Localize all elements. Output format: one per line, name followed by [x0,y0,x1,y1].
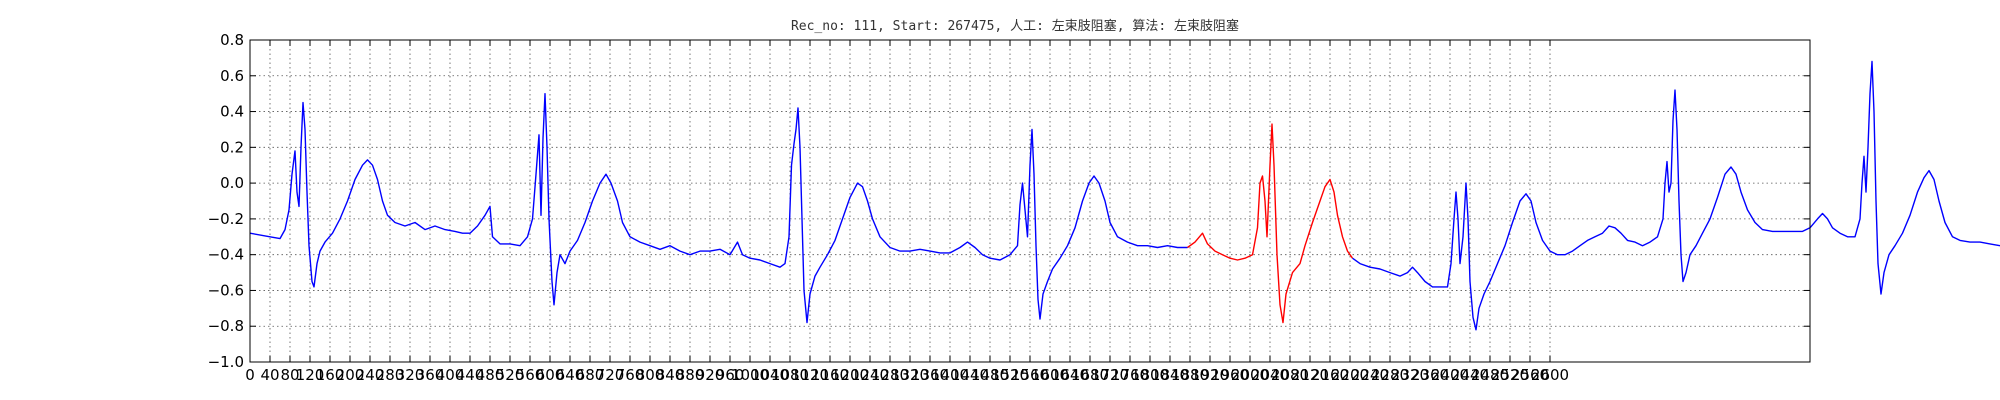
x-tick-label: 2440 [1451,366,1489,384]
x-tick-label: 680 [576,366,605,384]
y-tick-label: −0.4 [208,246,244,264]
ecg-series-after [1352,60,2000,331]
x-tick-label: 1080 [771,366,809,384]
x-tick-label: 120 [296,366,325,384]
x-tick-label: 1760 [1111,366,1149,384]
x-tick-label: 2200 [1331,366,1369,384]
x-axis-ticks: 0 40 8012016020024028032036040044048052056… [245,40,1569,384]
y-tick-label: −0.2 [208,210,244,228]
x-tick-label: 800 [636,366,665,384]
x-tick-label: 1320 [891,366,929,384]
y-tick-label: −0.6 [208,281,244,299]
x-tick-label: 240 [356,366,385,384]
x-tick-label: 1440 [951,366,989,384]
x-tick-label: 2040 [1251,366,1289,384]
x-tick-label: 440 [456,366,485,384]
x-tick-label: 2240 [1351,366,1389,384]
x-tick-label: 960 [716,366,745,384]
x-tick-label: 1880 [1171,366,1209,384]
x-tick-label: 1520 [991,366,1029,384]
x-tick-label: 2560 [1511,366,1549,384]
ecg-series-highlighted [1187,123,1354,324]
x-tick-label: 1600 [1031,366,1069,384]
x-tick-label: 840 [656,366,685,384]
y-tick-label: −0.8 [208,317,244,335]
y-tick-label: 0.6 [220,67,244,85]
x-tick-label: 160 [316,366,345,384]
grid-lines [249,39,1810,363]
y-tick-label: 0.4 [220,103,244,121]
x-tick-label: 280 [376,366,405,384]
x-tick-label: 2320 [1391,366,1429,384]
y-tick-label: −1.0 [208,353,244,371]
x-tick-label: 480 [476,366,505,384]
x-tick-label: 560 [516,366,545,384]
x-tick-label: 720 [596,366,625,384]
x-tick-label: 2400 [1431,366,1469,384]
x-tick-label: 1840 [1151,366,1189,384]
x-tick-label: 1360 [911,366,949,384]
x-tick-label: 880 [676,366,705,384]
ecg-series [249,60,2000,331]
x-tick-label: 600 [536,366,565,384]
y-tick-label: 0.0 [220,174,244,192]
x-tick-label: 1040 [751,366,789,384]
x-tick-label: 400 [436,366,465,384]
x-tick-label: 1680 [1071,366,1109,384]
x-tick-label: 2120 [1291,366,1329,384]
x-tick-label: 1560 [1011,366,1049,384]
x-tick-label: 1480 [971,366,1009,384]
x-tick-label: 1800 [1131,366,1169,384]
x-tick-label: 1160 [811,366,849,384]
x-tick-label: 1000 [731,366,769,384]
x-tick-label: 1120 [791,366,829,384]
x-tick-label: 1960 [1211,366,1249,384]
x-tick-label: 2000 [1231,366,1269,384]
x-tick-label: 2160 [1311,366,1349,384]
y-axis-ticks: 0.8 0.6 0.4 0.2 0.0 −0.2 −0.4 −0.6 −0.8 −1.0 [208,31,1810,371]
x-tick-label: 1280 [871,366,909,384]
x-tick-label: 1640 [1051,366,1089,384]
x-tick-label: 200 [336,366,365,384]
x-tick-label: 1920 [1191,366,1229,384]
x-tick-label: 0 [245,366,255,384]
plot-frame [249,39,1811,363]
y-tick-label: 0.2 [220,138,244,156]
x-tick-label: 2080 [1271,366,1309,384]
x-tick-label: 2280 [1371,366,1409,384]
x-tick-label: 40 [260,366,279,384]
x-tick-label: 2480 [1471,366,1509,384]
x-tick-label: 920 [696,366,725,384]
x-tick-label: 2360 [1411,366,1449,384]
y-tick-label: 0.8 [220,31,244,49]
x-tick-label: 2520 [1491,366,1529,384]
x-tick-label: 1720 [1091,366,1129,384]
x-tick-label: 360 [416,366,445,384]
x-tick-label: 1400 [931,366,969,384]
x-tick-label: 760 [616,366,645,384]
x-tick-label: 1240 [851,366,889,384]
x-tick-label: 320 [396,366,425,384]
x-tick-label: 520 [496,366,525,384]
x-tick-label: 1200 [831,366,869,384]
x-tick-label: 640 [556,366,585,384]
x-tick-label: 2600 [1531,366,1569,384]
chart-title: Rec_no: 111, Start: 267475, 人工: 左束肢阻塞, 算… [791,18,1239,34]
ecg-series-before [249,93,1188,324]
x-tick-label: 80 [280,366,299,384]
